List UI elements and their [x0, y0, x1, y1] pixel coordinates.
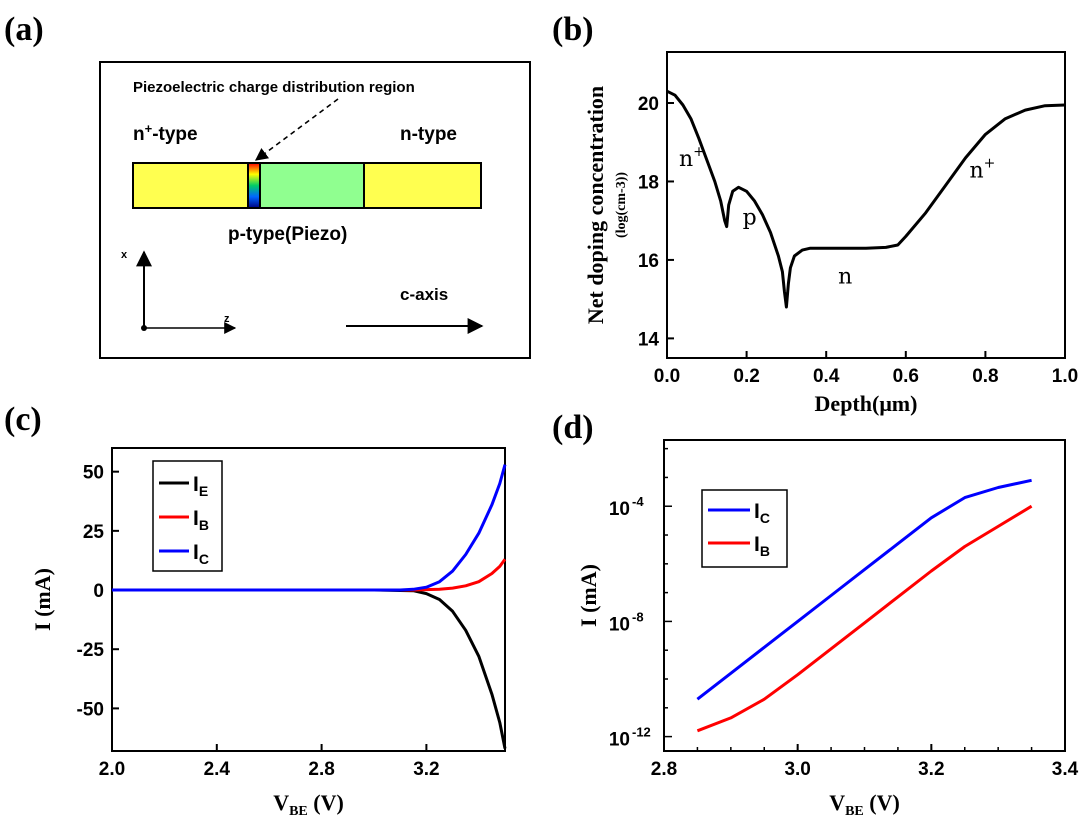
y-tick-label: 20: [638, 94, 659, 115]
y-tick-label: 0: [93, 581, 104, 602]
y-axis-subtitle: (log(cm-3)): [614, 172, 629, 238]
series-line-ic: [696, 478, 1032, 701]
x-axis-label: x: [121, 249, 128, 261]
legend-label: IB: [193, 507, 209, 533]
x-tick-label: 0.0: [654, 366, 680, 387]
n-region: [363, 162, 482, 209]
n-plus-region: [132, 162, 249, 209]
plot-frame: [666, 51, 1066, 359]
x-tick-label: 2.8: [308, 759, 334, 780]
legend-box: [701, 489, 788, 568]
y-tick-label: 10: [609, 614, 630, 635]
legend-label: IC: [754, 500, 770, 526]
x-axis-title: VBE (V): [273, 790, 344, 819]
x-tick-label: 0.8: [972, 366, 998, 387]
x-tick-label: 1.0: [1052, 366, 1078, 387]
x-tick-label: 2.8: [651, 759, 677, 780]
y-tick-label: 10: [609, 730, 630, 751]
y-tick-label: 25: [83, 522, 105, 543]
legend-label: IB: [754, 533, 770, 559]
piezo-region-annotation: Piezoelectric charge distribution region: [133, 79, 415, 96]
n-type-label: n-type: [400, 124, 457, 145]
x-tick-label: 2.0: [99, 759, 125, 780]
origin-dot: [141, 325, 147, 331]
y-tick-label: 10: [609, 499, 630, 520]
series-line-ie: [112, 588, 507, 749]
panel-label-c: (c): [4, 401, 42, 438]
x-tick-label: 0.2: [733, 366, 759, 387]
piezo-charge-region: [247, 162, 261, 209]
x-tick-label: 3.4: [1052, 759, 1079, 780]
region-label: n+: [679, 144, 705, 172]
device-diagram: Piezoelectric charge distribution region…: [99, 61, 531, 359]
region-label: p: [743, 206, 757, 231]
panel-label-d: (d): [552, 409, 594, 446]
y-axis-title: I (mA): [30, 568, 55, 631]
c-axis-label: c-axis: [400, 285, 448, 304]
p-type-label: p-type(Piezo): [228, 224, 347, 245]
plot-frame: [111, 447, 506, 752]
p-region: [259, 162, 365, 209]
current-linear-chart: 2.0 2.4 2.8 3.2 50 25 0 -25 -50 IE IB IC VBE (V) I (m…: [30, 447, 507, 819]
series-line-ic: [112, 464, 507, 592]
series-line-ib: [696, 504, 1033, 733]
y-tick-label: -25: [77, 640, 105, 661]
y-tick-label: 18: [638, 172, 659, 193]
annotation-arrow: [254, 98, 339, 161]
y-tick-label: 16: [638, 251, 659, 272]
n-plus-type-label: n+-type: [133, 121, 198, 145]
x-tick-label: 3.2: [918, 759, 944, 780]
z-axis-label: z: [224, 313, 230, 325]
y-tick-exponent: -4: [632, 494, 644, 509]
x-tick-label: 0.6: [893, 366, 919, 387]
y-tick-label: 50: [83, 463, 104, 484]
doping-profile-chart: 0.0 0.2 0.4 0.6 0.8 1.0 14 16 18 20 n+ p n n+ Depth(μm…: [583, 51, 1078, 416]
x-tick-label: 3.0: [784, 759, 810, 780]
x-tick-label: 3.2: [413, 759, 439, 780]
region-label: n: [838, 264, 852, 289]
x-tick-label: 0.4: [813, 366, 840, 387]
panel-label-b: (b): [552, 11, 594, 48]
series-line-ib: [112, 558, 507, 592]
x-axis-title: Depth(μm): [815, 391, 918, 416]
legend-label: IC: [193, 541, 209, 567]
doping-profile-line: [666, 89, 1066, 309]
y-axis-title: Net doping concentration: [583, 86, 608, 324]
diagram-frame: [99, 61, 531, 359]
region-label: n+: [969, 156, 995, 184]
y-axis-title: I (mA): [576, 564, 601, 627]
y-tick-exponent: -12: [632, 725, 651, 740]
legend-label: IE: [193, 473, 208, 499]
y-tick-label: -50: [77, 699, 104, 720]
panel-label-a: (a): [4, 11, 44, 48]
x-axis-title: VBE (V): [829, 790, 900, 819]
y-tick-label: 14: [638, 329, 660, 350]
y-tick-exponent: -8: [632, 609, 644, 624]
x-tick-label: 2.4: [204, 759, 231, 780]
